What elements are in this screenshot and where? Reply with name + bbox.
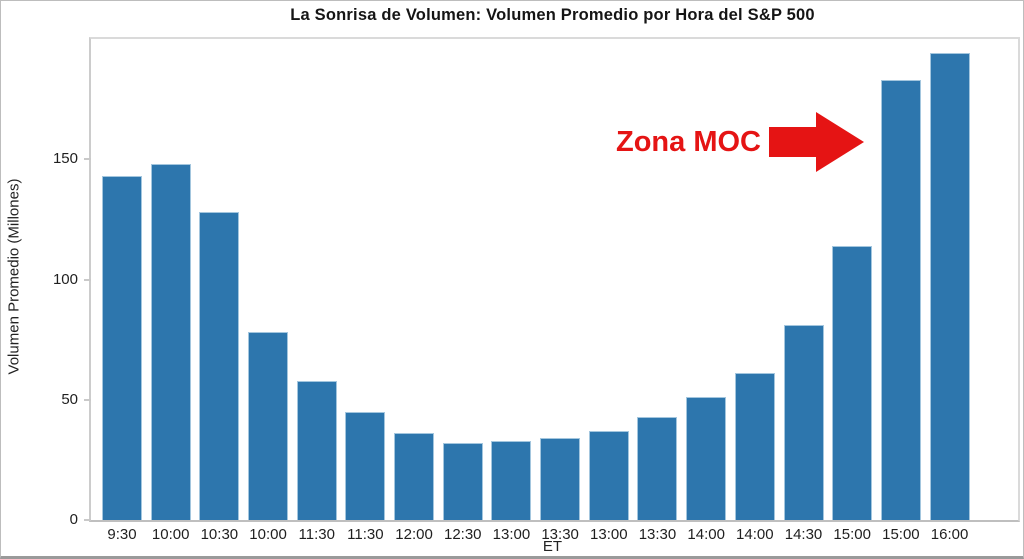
- bar-11:30: [345, 412, 386, 520]
- bar-11:30: [296, 381, 337, 520]
- x-tick-label: 10:00: [151, 526, 190, 543]
- x-tick-label: 10:30: [200, 526, 239, 543]
- x-tick-label: 12:00: [395, 526, 433, 543]
- bar-13:00: [491, 441, 532, 520]
- x-tick-label: 16:00: [930, 526, 969, 543]
- bar-14:00: [734, 373, 775, 520]
- bar-9:30: [102, 176, 142, 520]
- y-tick-mark: [84, 158, 91, 161]
- y-tick-label: 150: [52, 150, 78, 168]
- x-tick-label: 13:30: [541, 526, 579, 543]
- x-tick-label: 13:00: [590, 526, 628, 543]
- y-tick-mark: [84, 398, 91, 401]
- plot-area: 9:30 10:00 10:30 10:00 11:30 11:30 12:00 12:30 1…: [53, 37, 1020, 543]
- zona-moc-label: Zona MOC: [616, 125, 761, 158]
- x-tick-label: 11:30: [298, 526, 335, 543]
- x-tick-label: 13:00: [492, 526, 531, 543]
- y-tick-mark: [84, 278, 91, 281]
- x-tick-label: 15:00: [833, 526, 871, 543]
- x-tick-label: 12:30: [443, 526, 482, 543]
- y-tick-label: 0: [69, 511, 78, 528]
- moc-annotation: Zona MOC: [557, 109, 867, 175]
- bar-10:00: [248, 332, 289, 520]
- bar-10:30: [199, 212, 240, 520]
- x-tick-label: 11:30: [347, 526, 384, 543]
- bar-14:30: [783, 325, 824, 520]
- x-tick-label: 13:30: [638, 526, 677, 543]
- x-tick-label: 15:00: [882, 526, 920, 543]
- bar-13:30: [540, 438, 581, 520]
- bar-13:00: [588, 431, 629, 520]
- bar-15:00: [832, 246, 873, 520]
- bar-10:00: [150, 164, 191, 520]
- x-tick-label: 9:30: [107, 526, 137, 543]
- bar-12:30: [442, 443, 483, 520]
- x-tick-label: 14:00: [736, 526, 774, 543]
- y-tick-label: 100: [52, 270, 78, 288]
- bar-16:00: [929, 53, 970, 520]
- x-axis-label: ET: [542, 538, 563, 555]
- x-tick-label: 14:00: [687, 526, 725, 543]
- x-tick-label: 10:00: [249, 526, 287, 543]
- bar-15:00: [880, 80, 921, 520]
- y-tick-mark: [84, 519, 91, 521]
- y-axis-label: Volumen Promedio (Millones): [5, 178, 23, 375]
- y-tick-label: 50: [61, 390, 78, 408]
- bar-14:00: [686, 397, 727, 520]
- right-arrow-icon: [769, 112, 864, 172]
- bar-13:30: [637, 417, 678, 520]
- x-tick-label: 14:30: [784, 526, 823, 543]
- bar-12:00: [394, 433, 435, 520]
- chart-title: La Sonrisa de Volumen: Volumen Promedio …: [290, 6, 815, 24]
